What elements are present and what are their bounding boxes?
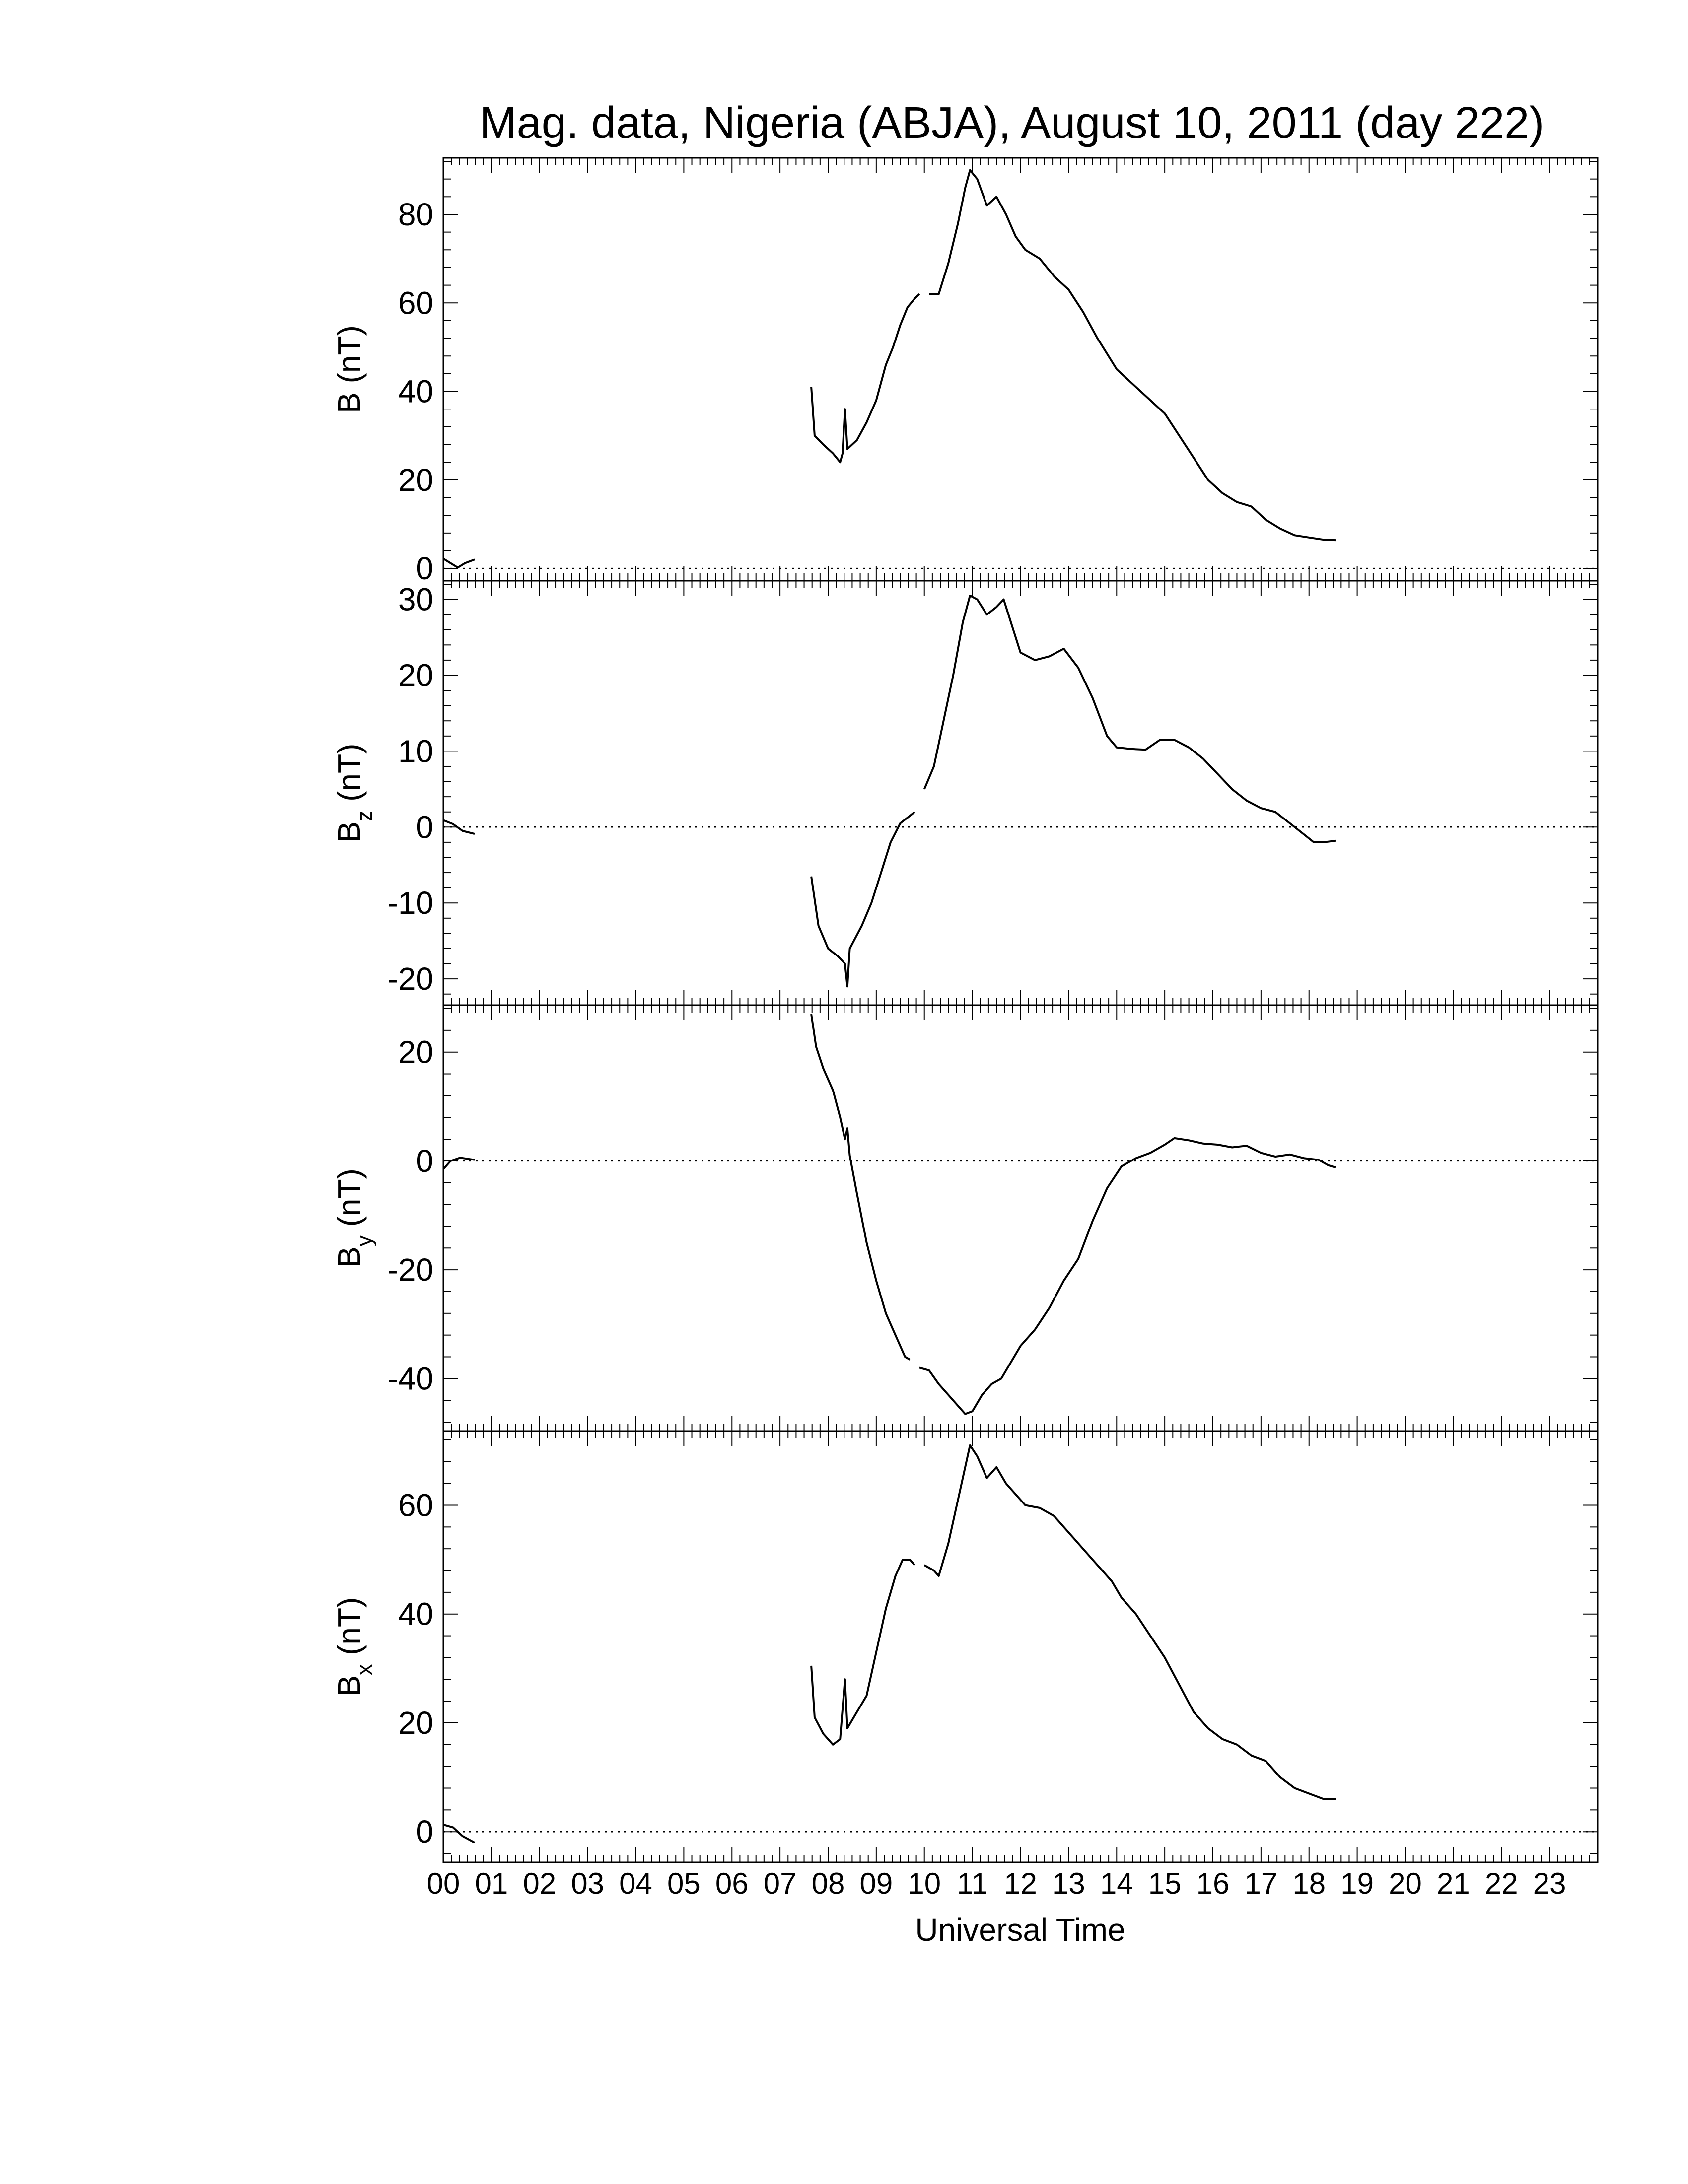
- y-tick-label: 40: [398, 1596, 433, 1632]
- panel-4: 0 20 40 60 Bx (nT): [331, 1430, 1599, 1863]
- y-tick-label: 0: [416, 809, 433, 845]
- x-axis-label: Universal Time: [915, 1912, 1125, 1948]
- panels-group: 0 20 40 60 80 B (nT) -20 -10 0 10 20 30 Bz (nT) -40 -2…: [331, 157, 1599, 1863]
- x-tick-label: 12: [1004, 1867, 1037, 1900]
- panel-frame: [442, 157, 1599, 582]
- x-tick-label: 13: [1052, 1867, 1085, 1900]
- y-tick-label: 20: [398, 462, 433, 498]
- x-tick-labels: 00 01 02 03 04 05 06 07 08 09 10 11 12 13 14 15 16 17 18 19…: [427, 1867, 1566, 1900]
- x-tick-label: 14: [1100, 1867, 1133, 1900]
- series-line-segment: [923, 594, 1336, 843]
- y-tick-label: -40: [388, 1361, 434, 1396]
- panel-frame: [442, 580, 1599, 1006]
- series-line-segment: [919, 1137, 1336, 1415]
- series-line-segment: [443, 1823, 475, 1843]
- y-tick-label: 20: [398, 657, 433, 693]
- x-tick-label: 20: [1389, 1867, 1422, 1900]
- y-tick-label: 0: [416, 1814, 433, 1849]
- y-axis-label: By (nT): [331, 1168, 377, 1268]
- x-tick-label: 17: [1245, 1867, 1278, 1900]
- x-tick-label: 15: [1148, 1867, 1182, 1900]
- panel-frame: [442, 1430, 1599, 1863]
- x-tick-label: 09: [860, 1867, 893, 1900]
- series-line-segment: [442, 1157, 475, 1170]
- x-tick-label: 11: [957, 1867, 987, 1900]
- series-line-segment: [810, 293, 920, 464]
- series-line-segment: [810, 811, 915, 988]
- y-tick-label: 20: [398, 1705, 433, 1741]
- y-axis-label: Bx (nT): [331, 1597, 377, 1697]
- x-tick-label: 18: [1292, 1867, 1326, 1900]
- y-tick-label: -20: [388, 1252, 434, 1288]
- x-tick-label: 21: [1437, 1867, 1470, 1900]
- x-tick-label: 04: [619, 1867, 652, 1900]
- y-axis-label: Bz (nT): [331, 744, 377, 843]
- y-tick-label: 0: [416, 1143, 433, 1179]
- x-tick-label: 08: [812, 1867, 845, 1900]
- series-line-segment: [442, 557, 475, 569]
- panel-1: 0 20 40 60 80 B (nT): [331, 157, 1599, 586]
- x-tick-label: 22: [1485, 1867, 1518, 1900]
- series-line-segment: [923, 1444, 1336, 1800]
- x-tick-label: 02: [523, 1867, 556, 1900]
- x-tick-label: 00: [427, 1867, 460, 1900]
- x-tick-label: 10: [908, 1867, 941, 1900]
- x-tick-label: 01: [475, 1867, 508, 1900]
- x-tick-label: 06: [715, 1867, 749, 1900]
- y-tick-label: -20: [388, 961, 434, 997]
- x-tick-label: 05: [667, 1867, 701, 1900]
- x-tick-label: 19: [1340, 1867, 1374, 1900]
- x-tick-label: 03: [571, 1867, 604, 1900]
- series-line-segment: [810, 1014, 911, 1361]
- x-tick-label: 16: [1196, 1867, 1230, 1900]
- y-tick-label: 60: [398, 285, 433, 321]
- y-tick-label: 0: [416, 550, 433, 586]
- series-line-segment: [810, 1559, 915, 1746]
- series-line-segment: [443, 819, 475, 835]
- panel-frame: [442, 1004, 1599, 1432]
- chart-title: Mag. data, Nigeria (ABJA), August 10, 20…: [480, 98, 1545, 148]
- x-tick-label: 07: [764, 1867, 797, 1900]
- panel-2: -20 -10 0 10 20 30 Bz (nT): [331, 580, 1599, 1006]
- y-tick-label: 80: [398, 197, 433, 232]
- series-line-segment: [929, 169, 1336, 542]
- y-tick-label: 20: [398, 1034, 433, 1070]
- y-tick-label: -10: [388, 885, 434, 921]
- y-tick-label: 60: [398, 1488, 433, 1523]
- y-tick-label: 30: [398, 582, 433, 617]
- panel-3: -40 -20 0 20 By (nT): [331, 1004, 1599, 1432]
- y-tick-label: 40: [398, 374, 433, 410]
- y-tick-label: 10: [398, 733, 433, 769]
- x-tick-label: 23: [1533, 1867, 1566, 1900]
- y-axis-label: B (nT): [331, 325, 367, 413]
